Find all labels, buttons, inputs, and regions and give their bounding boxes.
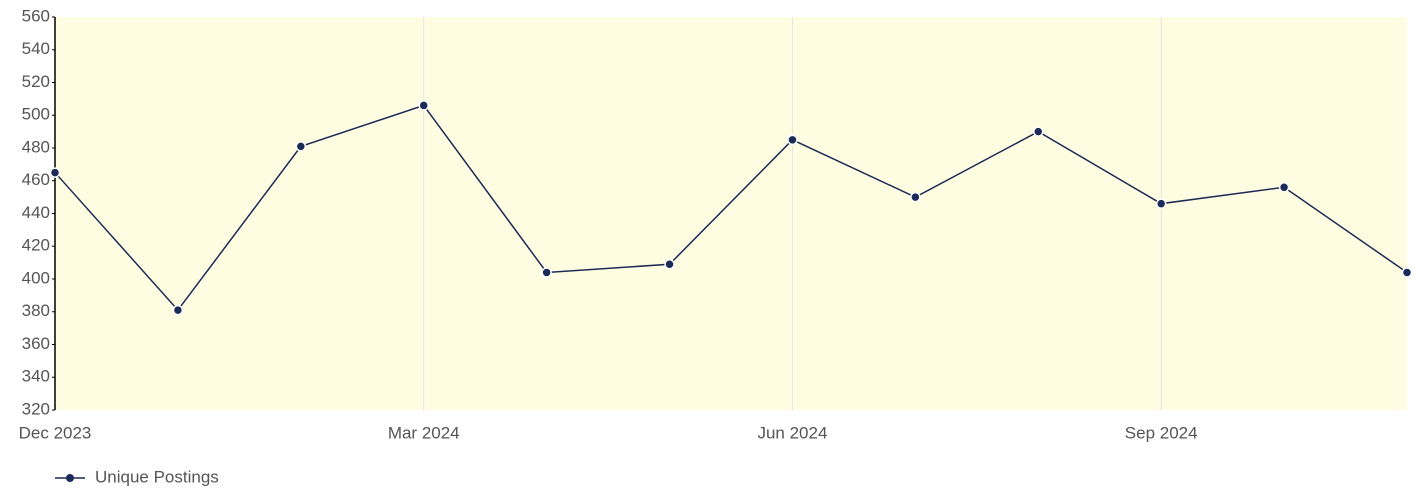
data-point — [418, 100, 429, 111]
y-tick-label: 340 — [22, 367, 50, 386]
series-line — [54, 104, 1408, 312]
data-point — [1033, 126, 1044, 137]
y-tick-label: 460 — [22, 170, 50, 189]
data-point — [295, 141, 307, 152]
data-point — [172, 304, 184, 316]
y-tick-label: 320 — [22, 399, 50, 418]
y-tick-label: 440 — [22, 203, 50, 222]
x-tick-label: Dec 2023 — [19, 423, 92, 442]
plot-background — [55, 17, 1407, 410]
data-point — [787, 134, 798, 146]
data-point — [1278, 182, 1290, 193]
x-tick-label: Mar 2024 — [388, 423, 460, 442]
y-tick-label: 380 — [22, 301, 50, 320]
data-point — [541, 267, 552, 278]
data-point — [1401, 267, 1413, 278]
y-tick-label: 520 — [22, 72, 50, 91]
data-point — [664, 259, 675, 270]
x-tick-label: Jun 2024 — [757, 423, 827, 442]
y-tick-label: 420 — [22, 236, 50, 255]
y-tick-label: 400 — [22, 268, 50, 287]
data-point — [910, 191, 921, 203]
x-tick-label: Sep 2024 — [1125, 423, 1198, 442]
legend-marker — [66, 474, 74, 482]
y-tick-label: 560 — [22, 6, 50, 25]
y-tick-label: 540 — [22, 39, 50, 58]
legend-label: Unique Postings — [95, 467, 219, 486]
data-point — [49, 167, 61, 178]
data-point — [1155, 198, 1167, 209]
y-tick-label: 360 — [22, 334, 50, 353]
y-tick-label: 500 — [22, 105, 50, 124]
y-tick-label: 480 — [22, 137, 50, 156]
